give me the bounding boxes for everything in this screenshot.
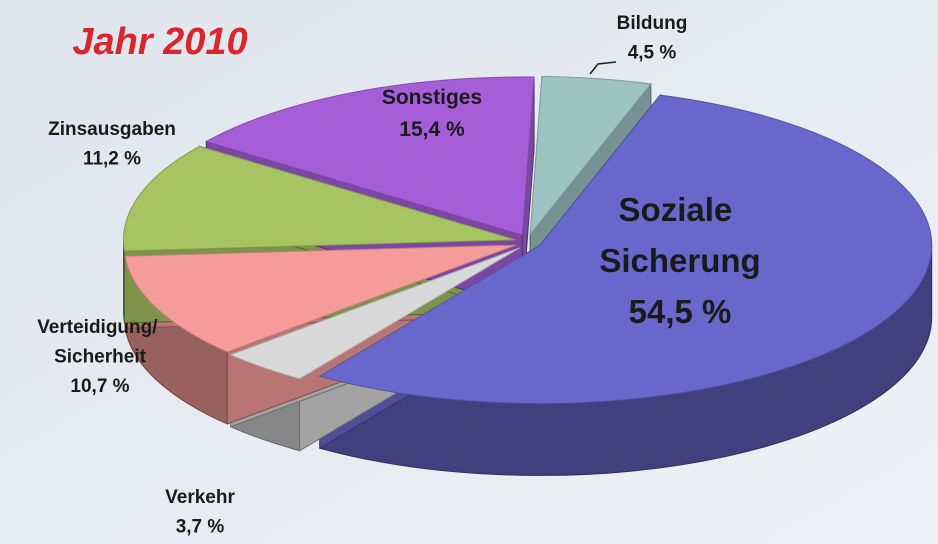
slice-label: Soziale Sicherung 54,5 % (599, 191, 760, 330)
chart-title: Jahr 2010 (72, 21, 247, 63)
slice (123, 145, 516, 252)
value-label: 15,4 % (399, 118, 465, 141)
slice-label: Zinsausgaben 11,2 % (48, 119, 176, 169)
slice-label: Verteidigung/ Sicherheit 10,7 % (37, 317, 163, 397)
slice (229, 247, 520, 380)
value-label: 11,2 % (83, 148, 141, 169)
slice (204, 76, 535, 236)
slice-label: Bildung 4,5 % (617, 13, 688, 63)
slice (124, 244, 517, 353)
slice (318, 94, 933, 404)
category-label: Zinsausgaben (48, 119, 176, 140)
category-label: Verteidigung/ Sicherheit (37, 317, 163, 367)
slice (529, 75, 652, 236)
slice-label: Verkehr 3,7 % (165, 487, 235, 537)
leader-line (589, 61, 617, 75)
category-label: Soziale Sicherung (599, 191, 760, 279)
value-label: 54,5 % (629, 293, 732, 330)
value-label: 10,7 % (70, 376, 129, 397)
category-label: Sonstiges (382, 86, 482, 109)
category-label: Verkehr (165, 487, 235, 508)
category-label: Bildung (617, 13, 688, 34)
value-label: 4,5 % (628, 42, 677, 63)
slice-label: Sonstiges 15,4 % (382, 86, 482, 142)
value-label: 3,7 % (176, 516, 225, 537)
